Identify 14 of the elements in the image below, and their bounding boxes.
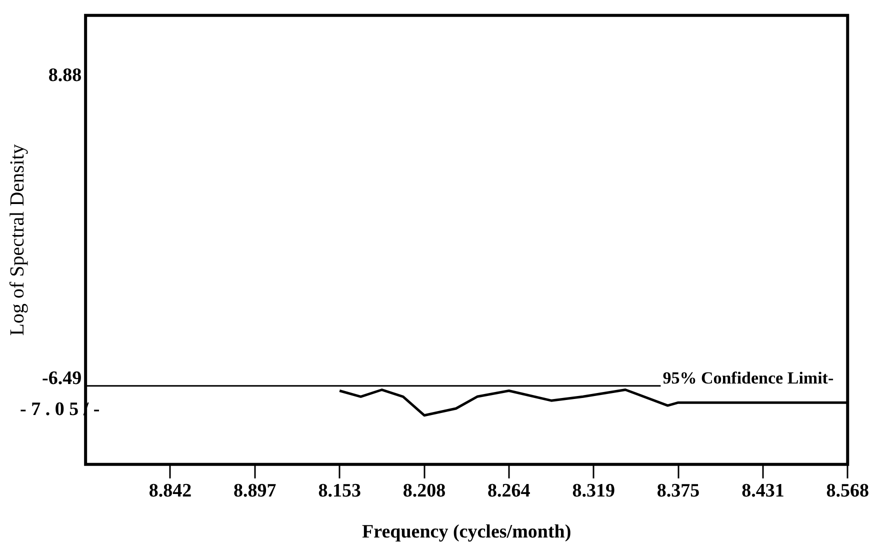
y-tick-label: -6.49 xyxy=(42,368,82,389)
x-tick-label: 8.431 xyxy=(742,480,784,502)
y-axis-title: Log of Spectral Density xyxy=(6,144,28,336)
x-tick-label: 8.842 xyxy=(148,480,192,502)
x-tick-label: 8.153 xyxy=(318,480,361,502)
x-axis-title: Frequency (cycles/month) xyxy=(362,522,572,543)
x-tick-label: 8.897 xyxy=(234,480,277,502)
x-tick-label: 8.568 xyxy=(826,480,869,502)
y-tick-label: 8.88 xyxy=(48,65,82,86)
ref-line-label: 95% Confidence Limit- xyxy=(662,368,834,388)
x-tick-label: 8.264 xyxy=(488,480,531,502)
x-tick-label: 8.375 xyxy=(656,480,700,502)
x-tick-label: 8.208 xyxy=(402,480,446,502)
x-tick-label: 8.319 xyxy=(572,480,615,502)
